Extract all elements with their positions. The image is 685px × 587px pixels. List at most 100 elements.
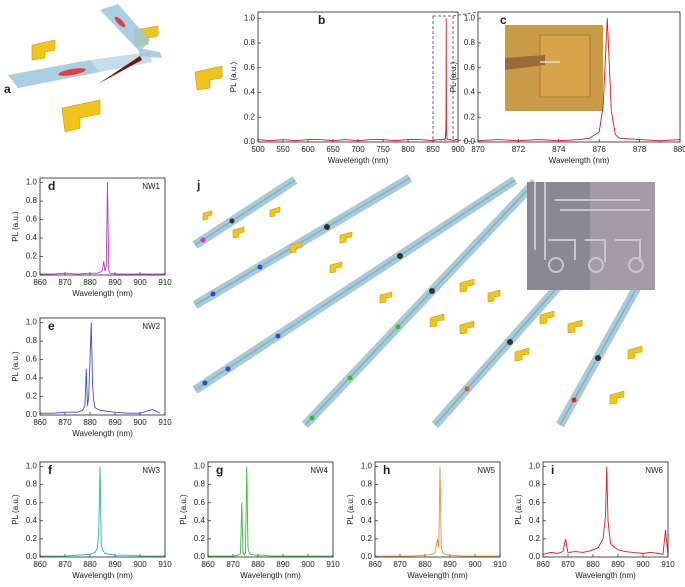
x-tick-label: 880	[251, 560, 265, 569]
panel-letter: i	[551, 463, 554, 477]
series-label: NW1	[142, 182, 160, 191]
x-axis-label: Wavelength (nm)	[328, 156, 389, 165]
x-tick-label: 890	[108, 418, 122, 427]
plot-frame	[39, 317, 166, 416]
x-axis-label: Wavelength (nm)	[549, 156, 610, 165]
x-tick-label: 870	[58, 418, 72, 427]
x-tick-label: 500	[251, 145, 265, 154]
x-axis-label: Wavelength (nm)	[72, 429, 133, 438]
x-tick-label: 876	[593, 145, 607, 154]
x-tick-label: 870	[226, 560, 240, 569]
x-tick-label: 860	[33, 560, 47, 569]
x-tick-label: 890	[108, 278, 122, 287]
y-tick-label: 0.2	[464, 112, 476, 121]
series-label: NW4	[310, 466, 328, 475]
y-tick-label: 0.4	[361, 516, 373, 525]
y-tick-label: 0.6	[194, 498, 206, 507]
y-tick-label: 0.6	[464, 63, 476, 72]
x-tick-label: 870	[561, 560, 575, 569]
x-tick-label: 880	[586, 560, 600, 569]
plot-frame	[39, 177, 166, 276]
y-tick-label: 0.8	[26, 480, 38, 489]
x-tick-label: 880	[83, 560, 97, 569]
series-label: NW6	[645, 466, 663, 475]
x-tick-label: 600	[301, 145, 315, 154]
y-tick-label: 0.2	[26, 252, 38, 261]
y-tick-label: 1.0	[194, 462, 206, 471]
y-tick-label: 0.6	[244, 63, 256, 72]
y-tick-label: 1.0	[529, 462, 541, 471]
y-tick-label: 0.4	[194, 516, 206, 525]
y-axis-label: PL (a.u.)	[11, 211, 20, 242]
y-tick-label: 0.0	[464, 137, 476, 146]
y-tick-label: 0.2	[361, 534, 373, 543]
x-tick-label: 860	[368, 560, 382, 569]
x-tick-label: 800	[401, 145, 415, 154]
x-axis-label: Wavelength (nm)	[407, 571, 468, 580]
panel-letter: h	[383, 463, 390, 477]
x-tick-label: 872	[512, 145, 526, 154]
y-tick-label: 1.0	[26, 178, 38, 187]
x-tick-label: 880	[83, 418, 97, 427]
spectrum-line	[208, 466, 333, 557]
spectrum-line	[375, 466, 500, 557]
y-tick-label: 0.6	[361, 498, 373, 507]
y-tick-label: 0.4	[26, 373, 38, 382]
y-tick-label: 0.0	[26, 410, 38, 419]
x-tick-label: 880	[83, 278, 97, 287]
spectrum-line	[40, 466, 165, 557]
y-tick-label: 0.0	[244, 137, 256, 146]
panel-letter: a	[4, 82, 11, 96]
x-axis-label: Wavelength (nm)	[72, 571, 133, 580]
x-tick-label: 890	[443, 560, 457, 569]
illustration-a: a	[4, 4, 223, 133]
x-tick-label: 880	[673, 145, 685, 154]
x-tick-label: 874	[552, 145, 566, 154]
y-tick-label: 0.4	[529, 516, 541, 525]
y-axis-label: PL (a.u.)	[514, 494, 523, 525]
y-tick-label: 0.2	[529, 534, 541, 543]
y-tick-label: 0.2	[244, 112, 256, 121]
x-tick-label: 900	[133, 278, 147, 287]
x-axis-label: Wavelength (nm)	[575, 571, 636, 580]
y-tick-label: 1.0	[361, 462, 373, 471]
x-tick-label: 878	[633, 145, 647, 154]
panel-letter: e	[48, 319, 55, 333]
panel-letter: c	[500, 13, 507, 27]
x-tick-label: 550	[276, 145, 290, 154]
y-tick-label: 1.0	[26, 318, 38, 327]
x-tick-label: 700	[351, 145, 365, 154]
y-axis-label: PL (a.u.)	[179, 494, 188, 525]
y-tick-label: 0.8	[244, 38, 256, 47]
y-tick-label: 0.6	[26, 498, 38, 507]
x-tick-label: 880	[418, 560, 432, 569]
x-tick-label: 900	[133, 418, 147, 427]
series-label: NW3	[142, 466, 160, 475]
panel-letter: d	[48, 179, 55, 193]
x-tick-label: 750	[376, 145, 390, 154]
y-tick-label: 0.8	[361, 480, 373, 489]
y-axis-label: PL (a.u.)	[229, 61, 238, 92]
x-tick-label: 910	[158, 418, 172, 427]
panel-letter: b	[318, 13, 325, 27]
plot-frame	[542, 461, 669, 558]
x-tick-label: 650	[326, 145, 340, 154]
x-tick-label: 890	[276, 560, 290, 569]
y-tick-label: 0.8	[26, 336, 38, 345]
y-tick-label: 0.4	[464, 88, 476, 97]
y-axis-label: PL (a.u.)	[346, 494, 355, 525]
x-axis-label: Wavelength (nm)	[240, 571, 301, 580]
x-tick-label: 910	[158, 560, 172, 569]
plot-frame	[374, 461, 501, 558]
y-tick-label: 0.0	[194, 552, 206, 561]
x-tick-label: 870	[58, 560, 72, 569]
x-tick-label: 860	[536, 560, 550, 569]
y-tick-label: 1.0	[244, 13, 256, 22]
y-tick-label: 0.8	[529, 480, 541, 489]
x-tick-label: 890	[611, 560, 625, 569]
y-tick-label: 0.0	[26, 552, 38, 561]
y-tick-label: 0.6	[529, 498, 541, 507]
spectrum-line	[40, 322, 161, 414]
spectrum-line	[542, 466, 669, 556]
y-tick-label: 1.0	[26, 462, 38, 471]
